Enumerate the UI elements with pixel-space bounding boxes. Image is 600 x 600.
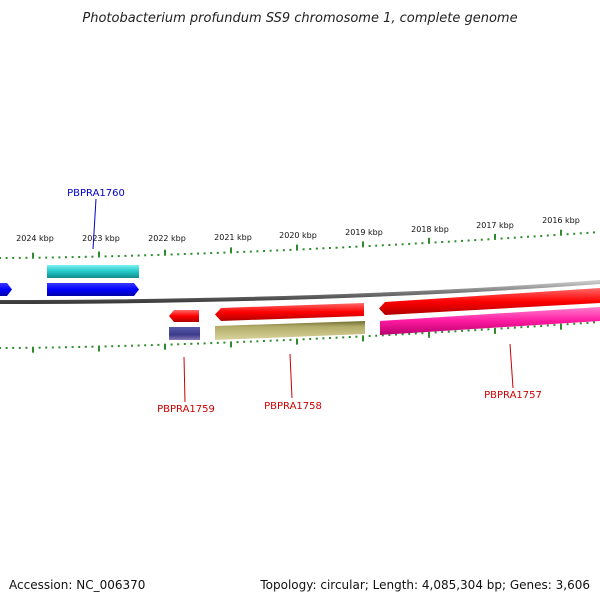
forward-strand [0,265,139,296]
gene-arrow-pbpra1760[interactable] [47,283,139,296]
rna-feature[interactable] [47,265,139,278]
genome-backbone [0,280,600,304]
gene-block-pbpra1759[interactable] [169,327,200,340]
accession-text: Accession: NC_006370 [9,578,146,592]
leader-line [92,198,97,250]
gene-arrow-partial[interactable] [0,283,12,296]
reverse-strand [169,288,600,340]
leader-line [183,356,186,403]
gene-block-pbpra1758[interactable] [215,321,365,340]
ruler-label: 2020 kbp [279,231,317,240]
ruler-label: 2021 kbp [214,233,252,242]
leader-line [289,353,293,399]
genome-summary-text: Topology: circular; Length: 4,085,304 bp… [260,578,590,592]
gene-arrow-pbpra1757[interactable] [379,288,600,315]
ruler-label: 2022 kbp [148,234,186,243]
ruler-label: 2017 kbp [476,221,514,230]
ruler-label: 2018 kbp [411,225,449,234]
gene-arrow-pbpra1758[interactable] [215,303,364,321]
ruler-ticks-bottom [0,321,595,353]
ruler-labels: 2024 kbp 2023 kbp 2022 kbp 2021 kbp 2020… [16,216,580,243]
ruler-label: 2023 kbp [82,234,120,243]
gene-label-pbpra1758[interactable]: PBPRA1758 [264,401,322,412]
ruler-label: 2024 kbp [16,234,54,243]
callouts [92,198,514,403]
gene-label-pbpra1757[interactable]: PBPRA1757 [484,390,542,401]
gene-block-pbpra1757[interactable] [380,307,600,335]
gene-label-pbpra1760[interactable]: PBPRA1760 [67,188,125,199]
gene-labels: PBPRA1760 PBPRA1759 PBPRA1758 PBPRA1757 [67,188,542,415]
gene-label-pbpra1759[interactable]: PBPRA1759 [157,404,215,415]
map-title: Photobacterium profundum SS9 chromosome … [82,11,517,26]
gene-arrow-pbpra1759[interactable] [169,310,199,322]
ruler-label: 2016 kbp [542,216,580,225]
ruler-ticks-top [0,229,595,259]
ruler-label: 2019 kbp [345,228,383,237]
leader-line [509,343,514,389]
